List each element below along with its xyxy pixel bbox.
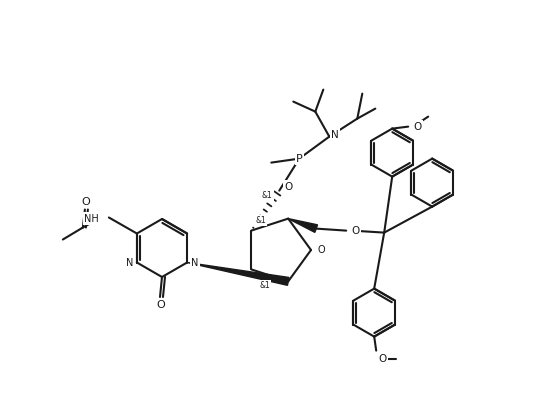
Text: &1: &1	[260, 281, 270, 290]
Text: O: O	[317, 245, 325, 255]
Text: &1: &1	[255, 216, 266, 225]
Text: &1: &1	[262, 191, 273, 200]
Polygon shape	[187, 263, 289, 285]
Text: N: N	[331, 130, 339, 139]
Text: O: O	[351, 226, 359, 235]
Text: P: P	[296, 154, 302, 164]
Text: N: N	[191, 258, 198, 267]
Text: O: O	[284, 182, 292, 192]
Text: N: N	[125, 258, 133, 267]
Polygon shape	[288, 218, 317, 232]
Text: O: O	[157, 300, 165, 310]
Text: O: O	[413, 122, 422, 132]
Text: NH: NH	[84, 214, 99, 224]
Text: O: O	[81, 196, 90, 207]
Text: O: O	[378, 354, 387, 364]
